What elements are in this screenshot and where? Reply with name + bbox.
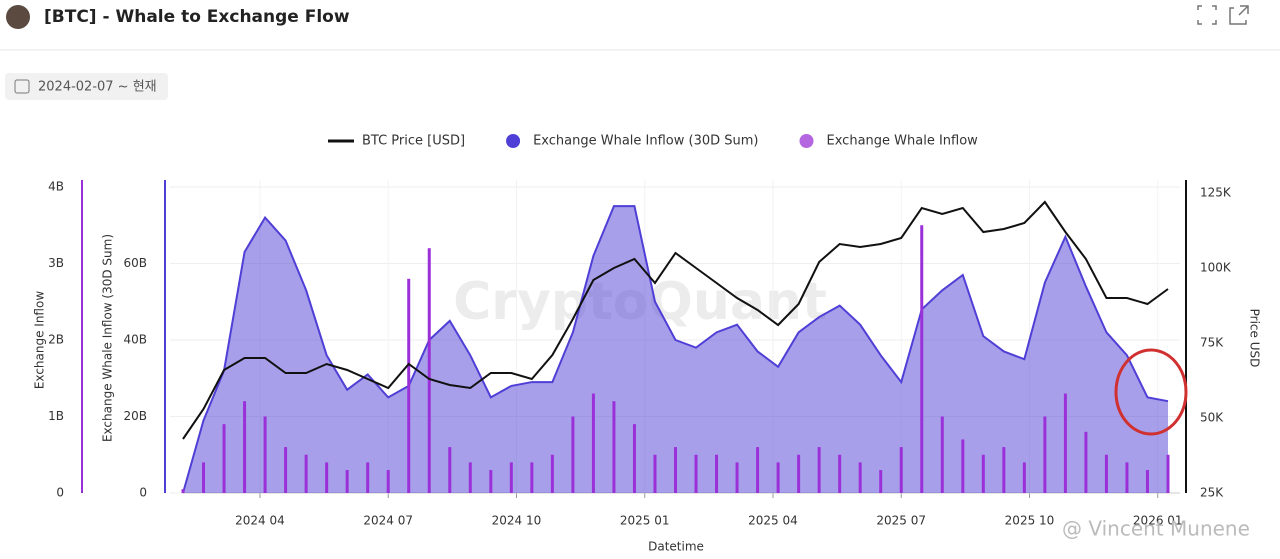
bar <box>345 470 349 493</box>
bar <box>961 439 965 493</box>
bar <box>879 470 883 493</box>
bar <box>817 447 821 493</box>
bar <box>243 401 247 493</box>
legend-label: Exchange Whale Inflow <box>827 134 979 149</box>
bar <box>325 462 329 493</box>
date-chip[interactable] <box>5 73 168 100</box>
bar <box>1022 462 1026 493</box>
bar <box>591 393 595 493</box>
bar <box>509 462 513 493</box>
x-tick-label: 2025 07 <box>876 514 926 528</box>
legend-swatch <box>506 134 521 148</box>
bar <box>304 454 308 493</box>
y-tick-label: 4B <box>48 180 64 194</box>
x-tick-label: 2026 01 <box>1133 514 1183 528</box>
x-tick-label: 2024 07 <box>363 514 413 528</box>
y2-tick-label: 0 <box>139 486 147 500</box>
price-line <box>182 200 1169 440</box>
x-tick-label: 2025 04 <box>748 514 798 528</box>
bar <box>448 447 452 493</box>
bar <box>632 424 636 493</box>
bar <box>489 470 493 493</box>
bar <box>530 462 534 493</box>
bar <box>612 401 616 493</box>
bar <box>202 462 206 493</box>
bar <box>284 447 288 493</box>
bar <box>940 416 944 493</box>
y-tick-label: 2B <box>48 333 64 347</box>
y-tick-label: 3B <box>48 256 64 270</box>
y3-tick-label: 100K <box>1200 261 1232 275</box>
avatar <box>6 5 30 29</box>
bar <box>366 462 370 493</box>
x-tick-label: 2025 10 <box>1005 514 1055 528</box>
x-axis-title: Datetime <box>648 540 704 554</box>
bar <box>797 454 801 493</box>
bar <box>571 416 575 493</box>
bar <box>838 454 842 493</box>
bar <box>1002 447 1006 493</box>
attribution: @ Vincent Munene <box>1062 517 1250 541</box>
bar <box>1166 454 1170 493</box>
x-tick-label: 2024 04 <box>235 514 285 528</box>
bar <box>1145 470 1149 493</box>
bar <box>468 462 472 493</box>
y3-tick-label: 50K <box>1200 411 1224 425</box>
bar <box>181 489 185 493</box>
bar <box>1043 416 1047 493</box>
date-range: 2024-02-07 ~ 현재 <box>38 80 157 95</box>
bar <box>981 454 985 493</box>
bar <box>920 225 924 493</box>
calendar-icon <box>14 79 30 94</box>
bar <box>674 447 677 493</box>
bar <box>694 454 698 493</box>
bar <box>427 248 431 493</box>
y3-tick-label: 75K <box>1200 336 1224 350</box>
bar <box>776 462 780 493</box>
x-tick-label: 2024 10 <box>492 514 542 528</box>
axis-title: Exchange Whale Inflow (30D Sum) <box>101 234 115 442</box>
bar <box>756 447 760 493</box>
bar <box>715 454 719 493</box>
bar <box>407 278 411 493</box>
bar <box>263 416 267 493</box>
bar <box>386 470 390 493</box>
y2-tick-label: 20B <box>123 409 147 423</box>
bar <box>858 462 862 493</box>
y2-tick-label: 40B <box>123 333 147 347</box>
y-tick-label: 1B <box>48 409 64 423</box>
y2-tick-label: 60B <box>123 256 147 270</box>
bar <box>1063 393 1067 493</box>
y3-tick-label: 25K <box>1200 486 1224 500</box>
bar <box>550 454 554 493</box>
bar <box>899 447 903 493</box>
area-line <box>182 205 1169 494</box>
bar <box>735 462 739 493</box>
bar <box>1104 454 1108 493</box>
axis-title: Exchange Inflow <box>33 291 47 389</box>
page-title: [BTC] - Whale to Exchange Flow <box>44 7 350 27</box>
legend-label: BTC Price [USD] <box>362 134 465 149</box>
bar <box>222 424 226 493</box>
annotation-circle <box>1114 348 1188 436</box>
axis-title: Price USD <box>1248 309 1262 368</box>
legend-label: Exchange Whale Inflow (30D Sum) <box>533 134 758 149</box>
bar <box>1084 431 1088 493</box>
x-tick-label: 2025 01 <box>620 514 670 528</box>
legend-swatch <box>799 134 814 148</box>
bar <box>1125 462 1129 493</box>
y3-tick-label: 125K <box>1200 186 1232 200</box>
bar <box>653 454 657 493</box>
y-tick-label: 0 <box>56 486 64 500</box>
toolbar-icons[interactable] <box>1197 5 1249 25</box>
